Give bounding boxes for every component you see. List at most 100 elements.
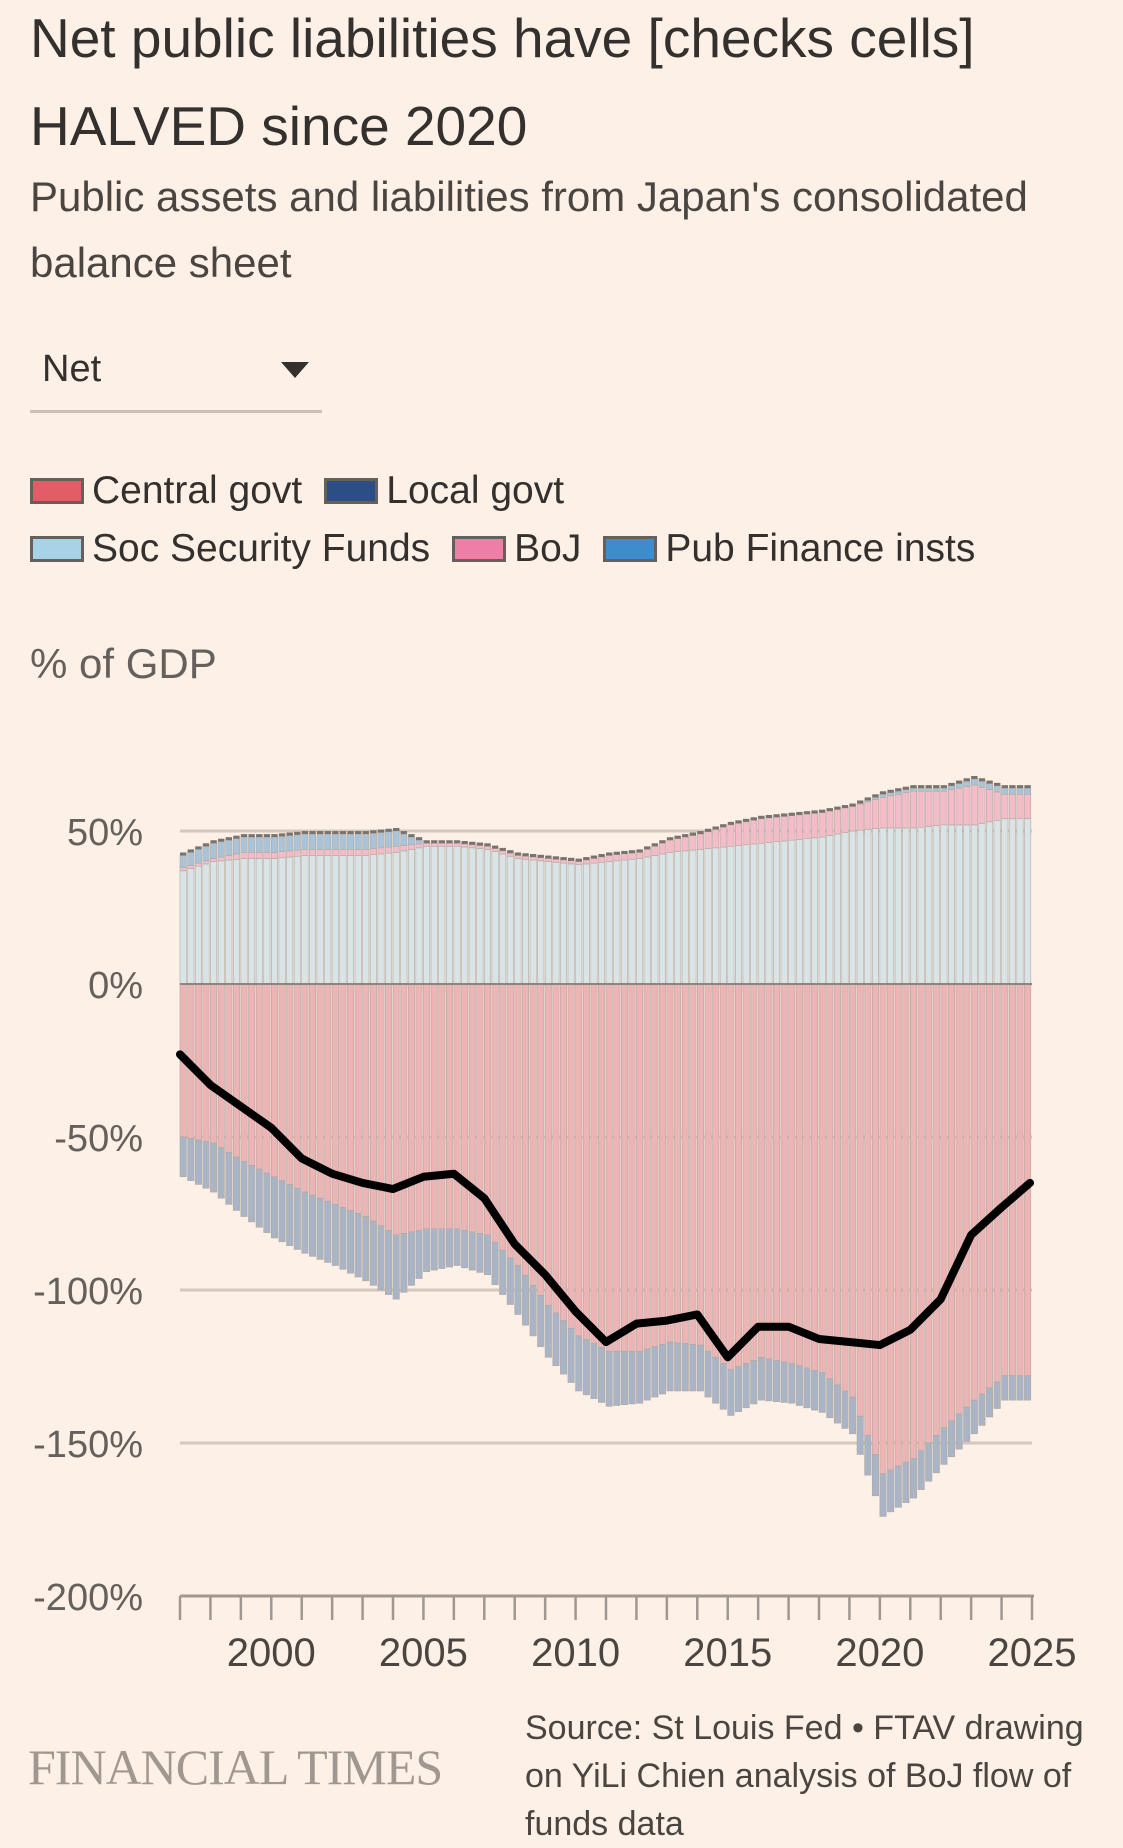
bar-segment <box>963 786 971 826</box>
bar-segment <box>948 1420 956 1458</box>
bar-segment <box>347 833 355 850</box>
bar-segment <box>887 827 895 985</box>
bar-cap <box>811 810 818 814</box>
bar-segment <box>978 787 986 824</box>
bar-segment <box>773 816 781 843</box>
bar-segment <box>765 1358 773 1402</box>
bar-segment <box>293 1187 301 1250</box>
bar-segment <box>978 1393 986 1426</box>
bar-segment <box>415 983 423 1231</box>
bar-segment <box>210 983 218 1144</box>
legend-label: Central govt <box>92 469 303 512</box>
bar-segment <box>940 787 948 792</box>
bar-segment <box>818 983 826 1373</box>
bar-cap <box>697 831 704 835</box>
bar-segment <box>263 858 271 985</box>
bar-segment <box>909 983 917 1459</box>
bar-segment <box>727 845 735 985</box>
bar-segment <box>400 845 408 852</box>
bar-segment <box>696 833 704 850</box>
bar-segment <box>582 983 590 1341</box>
bar-segment <box>925 790 933 827</box>
bar-segment <box>270 858 278 985</box>
bar-segment <box>468 847 476 985</box>
bar-segment <box>392 830 400 847</box>
bar-cap <box>316 831 324 835</box>
bar-cap <box>499 847 506 851</box>
bar-segment <box>696 849 704 985</box>
bar-segment <box>248 983 256 1166</box>
legend-swatch <box>324 478 379 504</box>
bar-cap <box>484 843 491 847</box>
bar-cap <box>210 840 217 844</box>
bar-cap <box>278 833 286 837</box>
bar-segment <box>925 826 933 985</box>
bar-segment <box>940 790 948 826</box>
bar-segment <box>423 1228 431 1272</box>
bar-segment <box>636 983 644 1352</box>
bar-cap <box>415 837 423 841</box>
bar-cap <box>910 785 917 789</box>
bar-segment <box>590 862 598 985</box>
bar-segment <box>552 983 560 1314</box>
bar-segment <box>301 855 309 985</box>
bar-segment <box>841 1390 849 1429</box>
bar-segment <box>674 1342 682 1392</box>
bar-segment <box>986 1387 994 1418</box>
bar-segment <box>270 852 278 859</box>
bar-segment <box>423 842 431 847</box>
bar-segment <box>727 983 735 1370</box>
bar-segment <box>605 983 613 1352</box>
bar-segment <box>544 1305 552 1358</box>
bar-segment <box>232 838 240 855</box>
x-tick-label: 2020 <box>835 1631 924 1675</box>
bar-segment <box>917 1450 925 1490</box>
bar-segment <box>362 855 370 985</box>
bar-segment <box>316 849 324 856</box>
bar-segment <box>925 983 933 1444</box>
bar-segment <box>643 849 651 858</box>
bar-cap <box>408 834 415 838</box>
bar-segment <box>476 845 484 849</box>
bar-segment <box>948 789 956 826</box>
legend-item-boj: BoJ <box>452 527 581 571</box>
bar-segment <box>324 849 332 856</box>
legend-swatch <box>30 478 84 504</box>
bar-segment <box>864 800 872 803</box>
bar-segment <box>544 983 552 1306</box>
bar-segment <box>263 852 271 859</box>
bar-segment <box>932 787 940 792</box>
bar-segment <box>461 1230 469 1269</box>
bar-segment <box>849 1396 857 1435</box>
bar-segment <box>750 819 758 845</box>
bar-segment <box>735 823 743 846</box>
bar-segment <box>438 1228 446 1269</box>
x-tick-label: 2005 <box>379 1631 468 1675</box>
bar-segment <box>438 845 446 985</box>
bar-segment <box>894 790 902 795</box>
bar-segment <box>217 1147 225 1199</box>
bar-segment <box>552 1312 560 1367</box>
bar-segment <box>316 833 324 850</box>
view-dropdown[interactable]: Net <box>30 338 322 413</box>
bar-segment <box>301 849 309 856</box>
bar-segment <box>514 855 522 859</box>
bar-cap <box>393 828 400 831</box>
bar-segment <box>932 825 940 985</box>
bar-cap <box>514 852 522 856</box>
bar-cap <box>1001 785 1008 789</box>
bar-segment <box>643 983 651 1350</box>
bar-segment <box>970 983 978 1401</box>
bar-segment <box>940 1427 948 1465</box>
bar-segment <box>438 842 446 847</box>
bar-cap <box>742 818 750 822</box>
bar-segment <box>963 983 971 1408</box>
x-tick-label: 2025 <box>988 1631 1077 1675</box>
bar-segment <box>400 833 408 846</box>
bar-segment <box>1024 793 1032 820</box>
bar-segment <box>392 845 400 853</box>
bar-segment <box>735 845 743 985</box>
bar-segment <box>833 1384 841 1424</box>
bar-segment <box>757 842 765 985</box>
bar-segment <box>324 1200 332 1263</box>
